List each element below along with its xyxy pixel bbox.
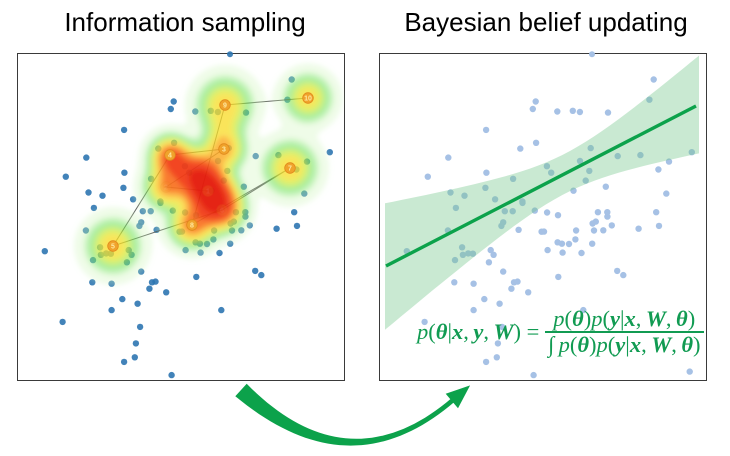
svg-text:2: 2 bbox=[164, 185, 168, 192]
svg-text:6: 6 bbox=[220, 208, 224, 215]
svg-text:1: 1 bbox=[206, 189, 210, 196]
svg-text:7: 7 bbox=[288, 166, 292, 173]
svg-text:9: 9 bbox=[223, 103, 227, 110]
svg-text:10: 10 bbox=[304, 96, 312, 103]
svg-text:4: 4 bbox=[168, 153, 172, 160]
svg-text:3: 3 bbox=[222, 147, 226, 154]
svg-text:8: 8 bbox=[190, 223, 194, 230]
svg-text:5: 5 bbox=[111, 244, 115, 251]
